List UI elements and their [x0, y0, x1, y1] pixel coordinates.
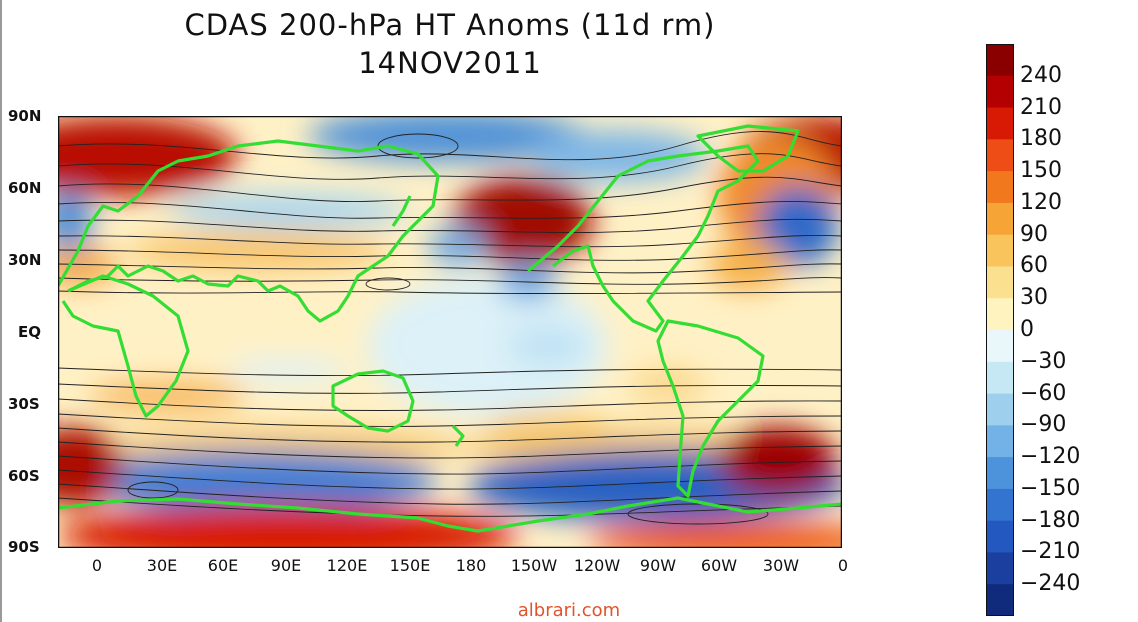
colorbar-tick-label: 90: [1020, 221, 1048, 247]
colorbar-tick-label: 180: [1020, 126, 1062, 152]
colorbar-tick-label: 30: [1020, 285, 1048, 311]
colorbar-swatch: [986, 425, 1014, 458]
colorbar-tick-label: −180: [1020, 507, 1081, 533]
continent-outlines: [58, 124, 842, 533]
lat-label-60n: 60N: [8, 179, 42, 197]
colorbar-tick-label: −240: [1020, 571, 1081, 597]
lat-label-eq: EQ: [18, 323, 41, 341]
colorbar-swatch: [986, 139, 1014, 172]
colorbar-swatch: [986, 75, 1014, 109]
colorbar-tick-label: 60: [1020, 253, 1048, 279]
colorbar-swatch: [986, 44, 1014, 77]
lon-label-120e: 120E: [326, 556, 368, 575]
colorbar-swatch: [986, 488, 1014, 522]
lat-label-90s: 90S: [8, 538, 40, 556]
lon-label-120w: 120W: [573, 556, 621, 575]
japan-outline: [391, 195, 412, 227]
colorbar-tick-label: −150: [1020, 475, 1081, 501]
lat-label-30s: 30S: [8, 395, 40, 413]
chart-title: CDAS 200-hPa HT Anoms (11d rm): [184, 8, 716, 42]
colorbar-tick-label: −120: [1020, 444, 1081, 470]
lon-label-60w: 60W: [700, 556, 738, 575]
colorbar-tick-label: 210: [1020, 94, 1062, 120]
colorbar-swatch: [986, 202, 1014, 236]
colorbar-tick-label: −90: [1020, 412, 1067, 438]
colorbar-swatch: [986, 552, 1014, 585]
lon-label-0-east: 0: [837, 556, 849, 575]
australia-outline: [331, 369, 415, 433]
colorbar-swatch: [986, 330, 1014, 363]
anomaly-map: [58, 116, 842, 548]
new-zealand-outline: [451, 424, 465, 447]
lon-label-150e: 150E: [389, 556, 431, 575]
lon-label-90w: 90W: [639, 556, 677, 575]
lon-label-60e: 60E: [207, 556, 239, 575]
colorbar-swatch: [986, 171, 1014, 204]
lon-label-90e: 90E: [270, 556, 302, 575]
africa-outline: [61, 274, 190, 418]
colorbar-swatch: [986, 393, 1014, 426]
lat-label-90n: 90N: [8, 107, 42, 125]
height-contours: [58, 131, 842, 525]
map-frame: [58, 116, 842, 548]
lon-label-0: 0: [91, 556, 103, 575]
colorbar-swatch: [986, 298, 1014, 331]
colorbar-swatch: [986, 457, 1014, 490]
europe-asia-outline: [58, 139, 440, 323]
colorbar-tick-label: 150: [1020, 158, 1062, 184]
colorbar-tick-label: 240: [1020, 62, 1062, 88]
greenland-outline: [696, 124, 800, 173]
antarctica-outline: [58, 496, 842, 533]
colorbar-swatch: [986, 361, 1014, 395]
colorbar: [986, 44, 1014, 616]
lon-label-30e: 30E: [146, 556, 178, 575]
chart-date: 14NOV2011: [358, 46, 542, 80]
lat-label-30n: 30N: [8, 251, 42, 269]
colorbar-tick-label: −210: [1020, 539, 1081, 565]
watermark: albrari.com: [517, 600, 621, 621]
colorbar-swatch: [986, 266, 1014, 299]
colorbar-tick-label: 0: [1020, 317, 1034, 342]
north-america-outline: [526, 144, 760, 333]
colorbar-frame: [986, 44, 1014, 616]
south-america-outline: [656, 319, 765, 498]
colorbar-swatch: [986, 107, 1014, 140]
colorbar-tick-label: −30: [1020, 348, 1067, 374]
colorbar-swatch: [986, 584, 1014, 616]
colorbar-swatch: [986, 520, 1014, 553]
lat-label-60s: 60S: [8, 467, 40, 485]
colorbar-tick-label: −60: [1020, 380, 1067, 406]
lon-label-30w: 30W: [762, 556, 800, 575]
colorbar-tick-label: 120: [1020, 189, 1062, 215]
lon-label-180: 180: [455, 556, 487, 575]
lon-label-150w: 150W: [510, 556, 558, 575]
colorbar-swatch: [986, 234, 1014, 267]
left-edge-line: [0, 0, 2, 622]
